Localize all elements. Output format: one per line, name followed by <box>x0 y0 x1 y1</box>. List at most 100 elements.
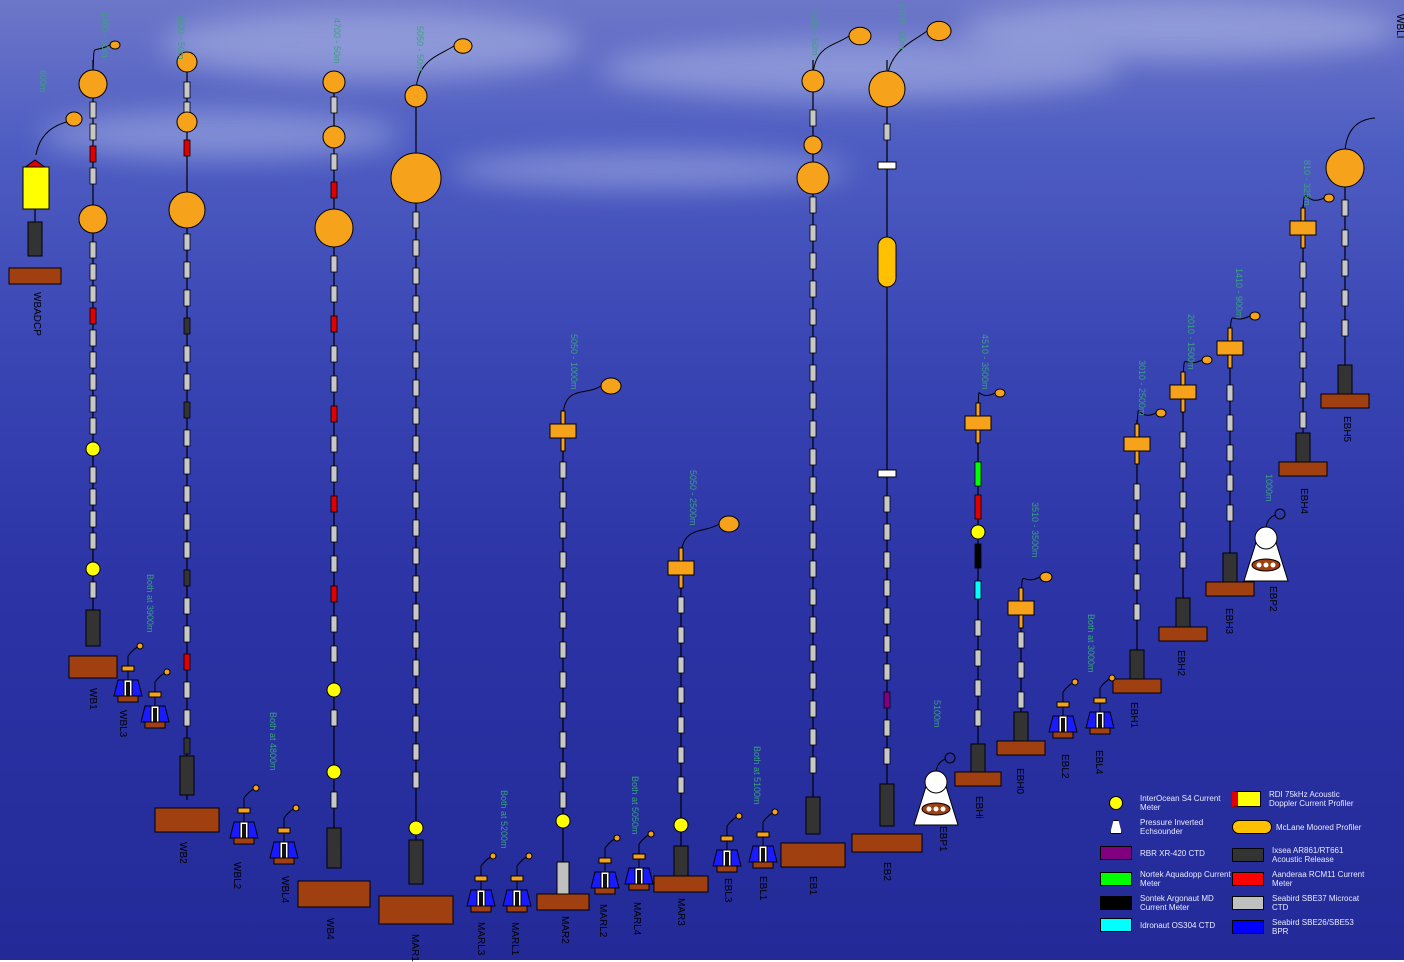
top-float <box>1155 408 1167 418</box>
legend-text: Nortek Aquadopp Current Meter <box>1140 870 1231 888</box>
legend-item: Aanderaa RCM11 Current Meter <box>1232 870 1367 888</box>
instrument <box>412 295 420 313</box>
acoustic-release <box>970 743 986 773</box>
mooring-label-eb1: EB1 <box>807 876 818 895</box>
instrument <box>1226 414 1234 432</box>
bpr-leg <box>247 821 259 839</box>
float-tether <box>1020 576 1041 596</box>
mooring-label-ebl1: EBL1 <box>757 876 768 901</box>
instrument <box>330 585 338 603</box>
instrument <box>89 241 97 259</box>
instrument <box>1017 631 1025 649</box>
depth-label-eb1: 5100 - 50m <box>810 10 820 56</box>
acoustic-release <box>1013 711 1029 743</box>
depth-label-ebh0: 3510 - 3500m <box>1030 502 1040 558</box>
instrument <box>183 513 191 531</box>
bpr-leg <box>502 889 514 907</box>
instrument <box>883 523 891 541</box>
instrument <box>809 196 817 214</box>
instrument <box>809 588 817 606</box>
instrument <box>1226 444 1234 462</box>
mooring-label-ebl4: EBL4 <box>1093 750 1104 775</box>
instrument <box>183 233 191 251</box>
instrument <box>883 691 891 709</box>
bpr-leg <box>748 845 760 863</box>
instrument <box>330 435 338 453</box>
lander-anchor <box>1089 727 1111 735</box>
bpr-leg <box>158 705 170 723</box>
lander-release <box>282 844 286 858</box>
float-tether <box>92 44 111 71</box>
instrument <box>183 81 191 99</box>
depth-label-ebh1: 3010 - 2500m <box>1137 360 1147 416</box>
lander-float <box>613 834 621 842</box>
instrument <box>974 649 982 667</box>
depth-label-ebl3: Both at 5100m <box>752 746 762 805</box>
lander-sensor <box>720 835 734 842</box>
instrument <box>809 224 817 242</box>
mooring-anchor <box>68 655 118 679</box>
mooring-label-ebhi: EBHi <box>973 796 984 819</box>
float-tether <box>562 385 602 416</box>
legend-text: Pressure Inverted Echsounder <box>1140 818 1204 836</box>
depth-label-wb1: 1400 - 50m <box>100 12 110 58</box>
float-tether <box>1182 359 1203 379</box>
instrument <box>183 541 191 559</box>
instrument <box>1299 381 1307 399</box>
instrument <box>330 495 338 513</box>
instrument <box>412 211 420 229</box>
float-tether <box>1136 410 1157 426</box>
lander-anchor <box>506 905 528 913</box>
instrument <box>89 351 97 369</box>
legend-text: InterOcean S4 Current Meter <box>1140 794 1221 812</box>
mooring-anchor <box>780 842 846 868</box>
mooring-label-ebh2: EBH2 <box>1175 650 1186 677</box>
buoyancy-float <box>796 161 830 195</box>
instrument <box>974 619 982 637</box>
legend-item: McLane Moored Profiler <box>1232 820 1371 834</box>
top-float <box>926 20 952 42</box>
mooring-label-wb4: WB4 <box>324 918 335 940</box>
instrument <box>974 494 982 520</box>
instrument <box>1226 504 1234 522</box>
lander-anchor <box>716 865 738 873</box>
acoustic-release <box>1129 649 1145 681</box>
lander-float <box>1071 678 1079 686</box>
swatch-icon <box>1232 848 1264 862</box>
instrument <box>89 466 97 484</box>
mooring-anchor <box>954 771 1002 787</box>
instrument <box>883 551 891 569</box>
lander-release <box>761 848 765 862</box>
depth-label-marl2: Both at 5050m <box>630 776 640 835</box>
lander-float <box>252 784 260 792</box>
instrument <box>412 267 420 285</box>
instrument <box>809 672 817 690</box>
bpr-leg <box>484 889 496 907</box>
instrument <box>412 351 420 369</box>
depth-label-mar3: 5050 - 2500m <box>688 470 698 526</box>
instrument <box>809 392 817 410</box>
instrument <box>412 743 420 761</box>
instrument <box>89 263 97 281</box>
buoyancy-float <box>868 70 906 108</box>
depth-label-ebh2: 2010 - 1500m <box>1186 314 1196 370</box>
s4-current-meter <box>408 820 424 836</box>
lander-release <box>725 852 729 866</box>
lander-sensor <box>510 875 524 882</box>
instrument <box>809 364 817 382</box>
depth-label-ebp1: 5100m <box>932 700 942 728</box>
instrument <box>412 715 420 733</box>
instrument <box>1299 261 1307 279</box>
legend-text: McLane Moored Profiler <box>1276 822 1362 832</box>
pies-icon <box>1110 820 1122 834</box>
cloud <box>450 150 850 190</box>
mooring-label-marl1: MARL1 <box>509 922 520 956</box>
yellow-circle-icon <box>1109 796 1123 810</box>
acoustic-release <box>27 221 43 257</box>
buoyancy-float <box>801 69 825 93</box>
mooring-anchor <box>1205 581 1255 597</box>
bpr-leg <box>642 867 654 885</box>
depth-label-eb2: 5100 - 50m <box>897 4 907 50</box>
bpr-leg <box>624 867 636 885</box>
